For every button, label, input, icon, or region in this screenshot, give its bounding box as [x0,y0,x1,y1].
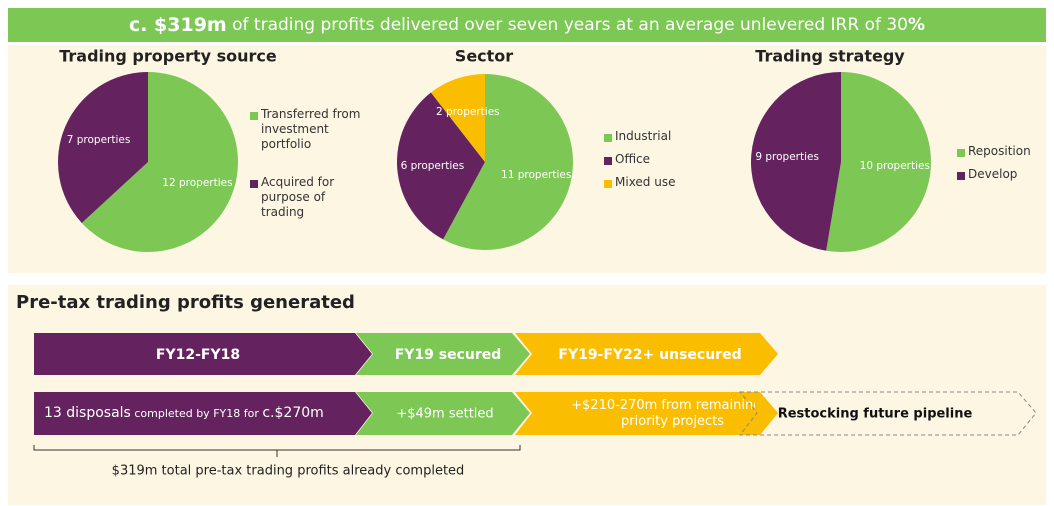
legend-label: Develop [968,167,1018,181]
legend-label: Industrial [615,129,672,143]
slice-label: 6 properties [400,160,465,173]
chart-title: Trading property source [59,47,277,66]
slice-label-box: 7 properties [66,134,131,146]
chevron [356,333,530,375]
legend-label-box: Office [615,152,651,166]
legend-label: Transferred from investment portfolio [261,107,361,151]
banner-text-box: c. $319m of trading profits delivered ov… [8,8,1046,42]
banner-text: c. $319m of trading profits delivered ov… [8,8,1046,42]
legend-label: Office [615,152,651,166]
slice-label-box: 2 properties [436,105,500,118]
bracket-note: $319m total pre-tax trading profits alre… [112,464,465,479]
legend-label-box: Transferred from investment portfolio [261,107,361,151]
banner-plain: of trading profits delivered over seven … [226,14,908,35]
banner [8,8,1046,42]
slice-label: 12 properties [162,177,233,190]
detail-strong: c.$270m [262,405,324,422]
slice-label: 9 properties [755,151,819,164]
legend-swatch [957,172,965,180]
legend-label: Mixed use [615,175,676,189]
legend-swatch [250,112,258,120]
pie-slice [826,72,931,252]
chevron [515,392,778,435]
slice-label: 10 properties [859,160,930,173]
slice-label-box: 6 properties [400,160,465,173]
detail-box: 13 disposals completed by FY18 for c.$27… [34,392,354,435]
detail-text: +$49m settled [396,407,493,422]
phase-label: FY12-FY18 [156,347,240,363]
legend-label-box: Reposition [968,144,1031,158]
legend-swatch [604,180,612,188]
legend-label: Acquired for purpose of trading [261,175,335,219]
legend-swatch [604,157,612,165]
section-title: Pre-tax trading profits generated [16,292,355,313]
slice-label-box: 11 properties [501,168,572,181]
chevron [34,392,372,435]
pie-slice [750,72,841,251]
bracket [33,445,521,457]
chevron [515,333,778,375]
chart-title: Sector [455,47,514,66]
slice-label-box: 9 properties [755,151,819,164]
chevron [34,333,372,375]
detail-text: 13 disposals completed by FY18 for c.$27… [34,392,354,435]
chevron-dashed [738,391,1037,436]
pies: Trading property source 12 properties 7 pr… [57,47,1031,252]
chart-title: Trading strategy [755,47,905,66]
slice-label: 2 properties [436,105,500,118]
pie-slice [430,74,485,162]
legend-swatch [957,149,965,157]
pie-slice [81,72,238,252]
detail-plain: completed by FY18 for [130,406,263,420]
banner-strong: % [908,14,926,35]
legend-label: Reposition [968,144,1031,158]
banner-strong: c. $319m [128,13,227,36]
slice-label: 7 properties [66,134,131,146]
detail-box: +$210-270m from remaining 5 priority pro… [571,397,755,429]
legend-label-box: Acquired for purpose of trading [261,175,335,219]
phase-label: FY19-FY22+ unsecured [558,347,741,363]
phase-label: FY19 secured [395,347,502,363]
chevron [356,392,530,435]
pie-slice [443,74,574,250]
detail-text: +$210-270m from remaining 5 priority pro… [571,397,755,429]
slice-label-box: 12 properties [162,177,233,190]
detail-strong: 13 disposals [44,405,131,422]
legend-label-box: Mixed use [615,175,676,189]
detail-text: Restocking future pipeline [778,407,973,422]
legend-swatch [250,180,258,188]
slice-label: 11 properties [501,168,572,181]
pie-slice [57,72,148,223]
legend-label-box: Develop [968,167,1018,181]
legend-label-box: Industrial [615,129,672,143]
pie-slice [397,92,485,240]
legend-swatch [604,134,612,142]
slice-label-box: 10 properties [859,160,930,173]
